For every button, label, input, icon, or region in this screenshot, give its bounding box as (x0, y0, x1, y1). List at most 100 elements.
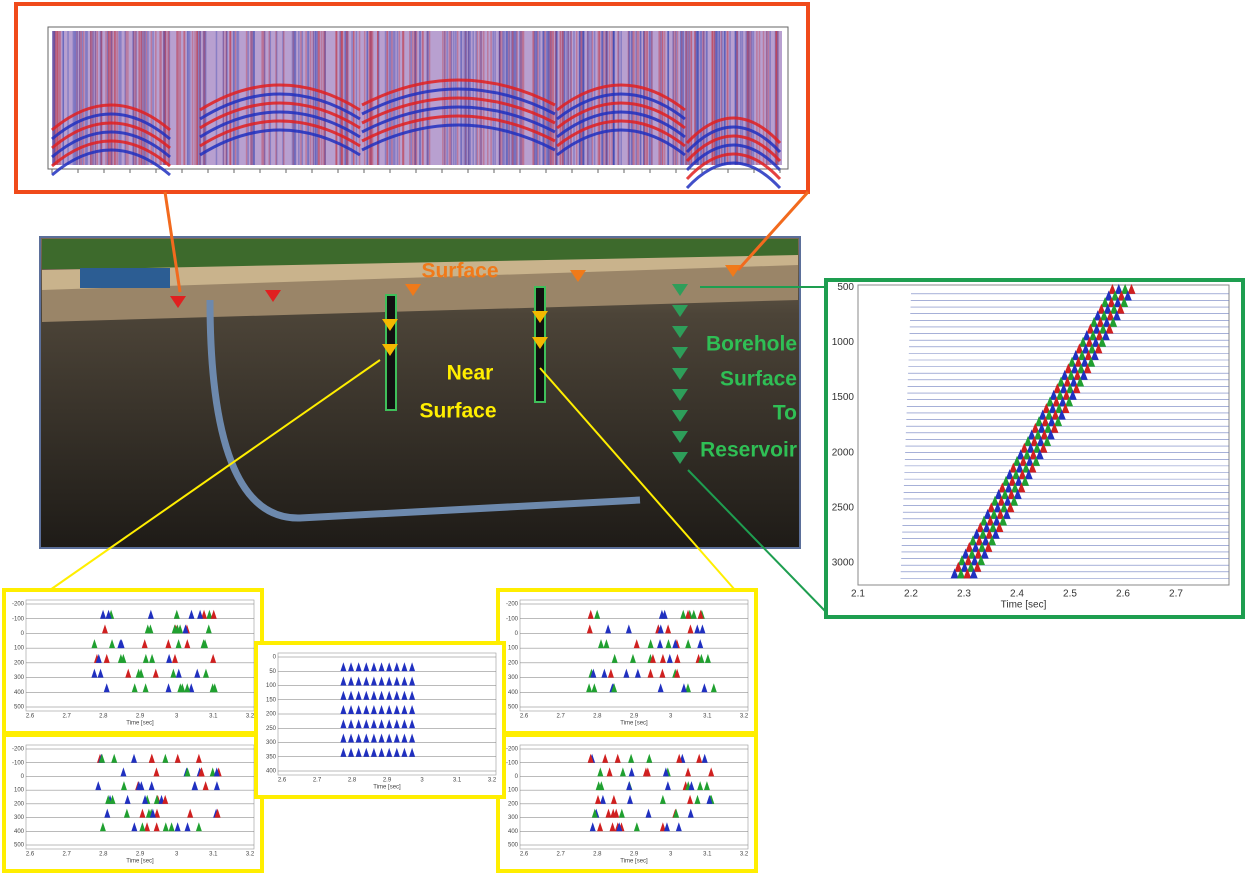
x-tick-label: 2.7 (556, 714, 565, 720)
noise (139, 31, 141, 165)
y-tick-label: 400 (508, 690, 519, 696)
y-tick-label: 200 (14, 660, 25, 666)
noise (579, 31, 581, 165)
x-tick-label: 3.1 (703, 852, 712, 858)
noise (611, 31, 613, 165)
y-tick-label: 100 (508, 788, 519, 794)
x-tick-label: 3.1 (209, 714, 218, 720)
y-tick-label: 300 (266, 740, 277, 746)
x-axis-label: Time [sec] (126, 859, 154, 865)
y-tick-label: 500 (14, 843, 25, 849)
x-tick-label: 2.1 (851, 589, 865, 600)
y-tick-label: 300 (508, 815, 519, 821)
noise (410, 31, 412, 165)
noise (321, 31, 323, 165)
noise (689, 31, 691, 165)
gather-frame (256, 643, 504, 797)
x-tick-label: 2.5 (1063, 589, 1077, 600)
noise (115, 31, 117, 165)
noise (187, 31, 189, 165)
noise (416, 31, 418, 165)
y-tick-label: -100 (506, 760, 519, 766)
borehole-label: Borehole (706, 333, 797, 356)
y-tick-label: 300 (14, 815, 25, 821)
noise (120, 31, 122, 165)
y-tick-label: 250 (266, 726, 277, 732)
y-tick-label: 400 (266, 769, 277, 775)
noise (712, 31, 714, 165)
x-tick-label: 3.1 (453, 778, 462, 784)
noise (766, 31, 768, 165)
x-tick-label: 2.2 (904, 589, 918, 600)
x-tick-label: 2.8 (593, 852, 602, 858)
borehole-label: Reservoir (700, 439, 797, 462)
noise (194, 31, 196, 165)
x-tick-label: 2.8 (348, 778, 357, 784)
y-tick-label: 200 (14, 801, 25, 807)
noise (298, 31, 300, 165)
noise (391, 31, 393, 165)
noise (77, 31, 79, 165)
noise (601, 31, 603, 165)
noise (617, 31, 619, 165)
x-tick-label: 2.7 (62, 852, 71, 858)
noise (756, 31, 758, 165)
noise (319, 31, 321, 165)
y-tick-label: 400 (14, 829, 25, 835)
noise (748, 31, 750, 165)
y-tick-label: 200 (508, 801, 519, 807)
noise (523, 31, 525, 165)
noise (638, 31, 640, 165)
x-tick-label: 2.6 (278, 778, 287, 784)
y-tick-label: -200 (12, 747, 25, 753)
noise (364, 31, 366, 165)
x-tick-label: 2.7 (1169, 589, 1183, 600)
x-tick-label: 2.8 (593, 714, 602, 720)
noise (587, 31, 589, 165)
x-tick-label: 2.6 (26, 852, 35, 858)
x-axis-label: Time [sec] (126, 721, 154, 727)
noise (492, 31, 494, 165)
noise (105, 31, 107, 165)
noise (745, 31, 747, 165)
noise (196, 31, 198, 165)
near-surface-label: Near (447, 362, 494, 385)
noise (119, 31, 121, 165)
y-tick-label: 500 (508, 843, 519, 849)
vsp-frame (826, 280, 1243, 617)
noise (533, 31, 535, 165)
x-tick-label: 2.9 (383, 778, 392, 784)
noise (483, 31, 485, 165)
noise (351, 31, 353, 165)
noise (613, 31, 615, 165)
noise (777, 31, 779, 165)
noise (145, 31, 147, 165)
noise (502, 31, 504, 165)
illustration: Surface Near Surface Borehole Surface To… (0, 0, 1245, 873)
noise (588, 31, 590, 165)
y-tick-label: 200 (266, 712, 277, 718)
noise (387, 31, 389, 165)
y-tick-label: 300 (14, 675, 25, 681)
noise (125, 31, 127, 165)
noise (178, 31, 180, 165)
y-tick-label: -200 (506, 602, 519, 608)
noise (264, 31, 266, 165)
noise (662, 31, 664, 165)
noise (180, 31, 182, 165)
noise (127, 31, 129, 165)
y-tick-label: -100 (12, 760, 25, 766)
noise (581, 31, 583, 165)
noise (690, 31, 692, 165)
y-tick-label: 1500 (832, 392, 855, 403)
noise (101, 31, 103, 165)
y-tick-label: -200 (12, 602, 25, 608)
y-tick-label: 2500 (832, 502, 855, 513)
noise (117, 31, 119, 165)
noise (751, 31, 753, 165)
noise (564, 31, 566, 165)
noise (490, 31, 492, 165)
noise (233, 31, 235, 165)
noise (714, 31, 716, 165)
noise (390, 31, 392, 165)
